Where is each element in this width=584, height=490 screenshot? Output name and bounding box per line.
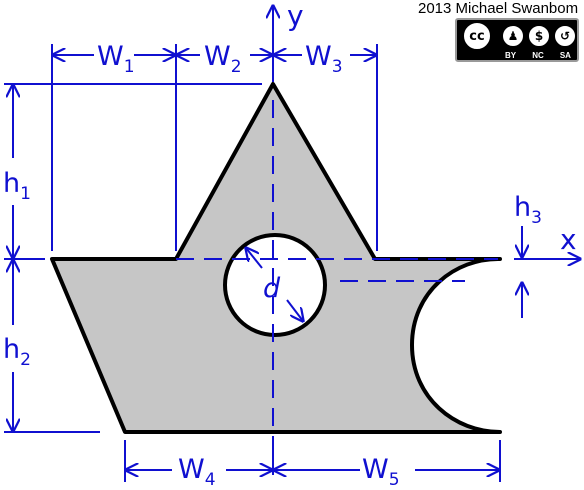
centerlines bbox=[176, 100, 498, 430]
w4-label: W4 bbox=[178, 454, 216, 490]
by-icon: ♟ bbox=[501, 24, 525, 48]
w1-label: W1 bbox=[97, 41, 135, 77]
w2-label: W2 bbox=[204, 41, 242, 77]
h3-label: h3 bbox=[514, 192, 542, 228]
nc-icon: $ bbox=[527, 24, 551, 48]
cc-icon: cc bbox=[462, 21, 492, 51]
credit-text: 2013 Michael Swanbom bbox=[418, 0, 579, 17]
h1-label: h1 bbox=[3, 168, 31, 204]
h2-label: h2 bbox=[3, 334, 31, 370]
x-axis-label: x bbox=[560, 223, 577, 256]
w5-label: W5 bbox=[362, 454, 400, 490]
d-label: d bbox=[263, 273, 281, 304]
cc-license-badge[interactable]: cc ♟ $ ↺ BY NC SA bbox=[455, 18, 579, 62]
by-label: BY bbox=[505, 51, 517, 60]
y-axis-label: y bbox=[287, 0, 304, 32]
dim-d bbox=[246, 248, 303, 321]
w3-label: W3 bbox=[305, 41, 343, 77]
sa-label: SA bbox=[559, 51, 571, 60]
sa-icon: ↺ bbox=[553, 24, 577, 48]
nc-label: NC bbox=[532, 51, 544, 60]
